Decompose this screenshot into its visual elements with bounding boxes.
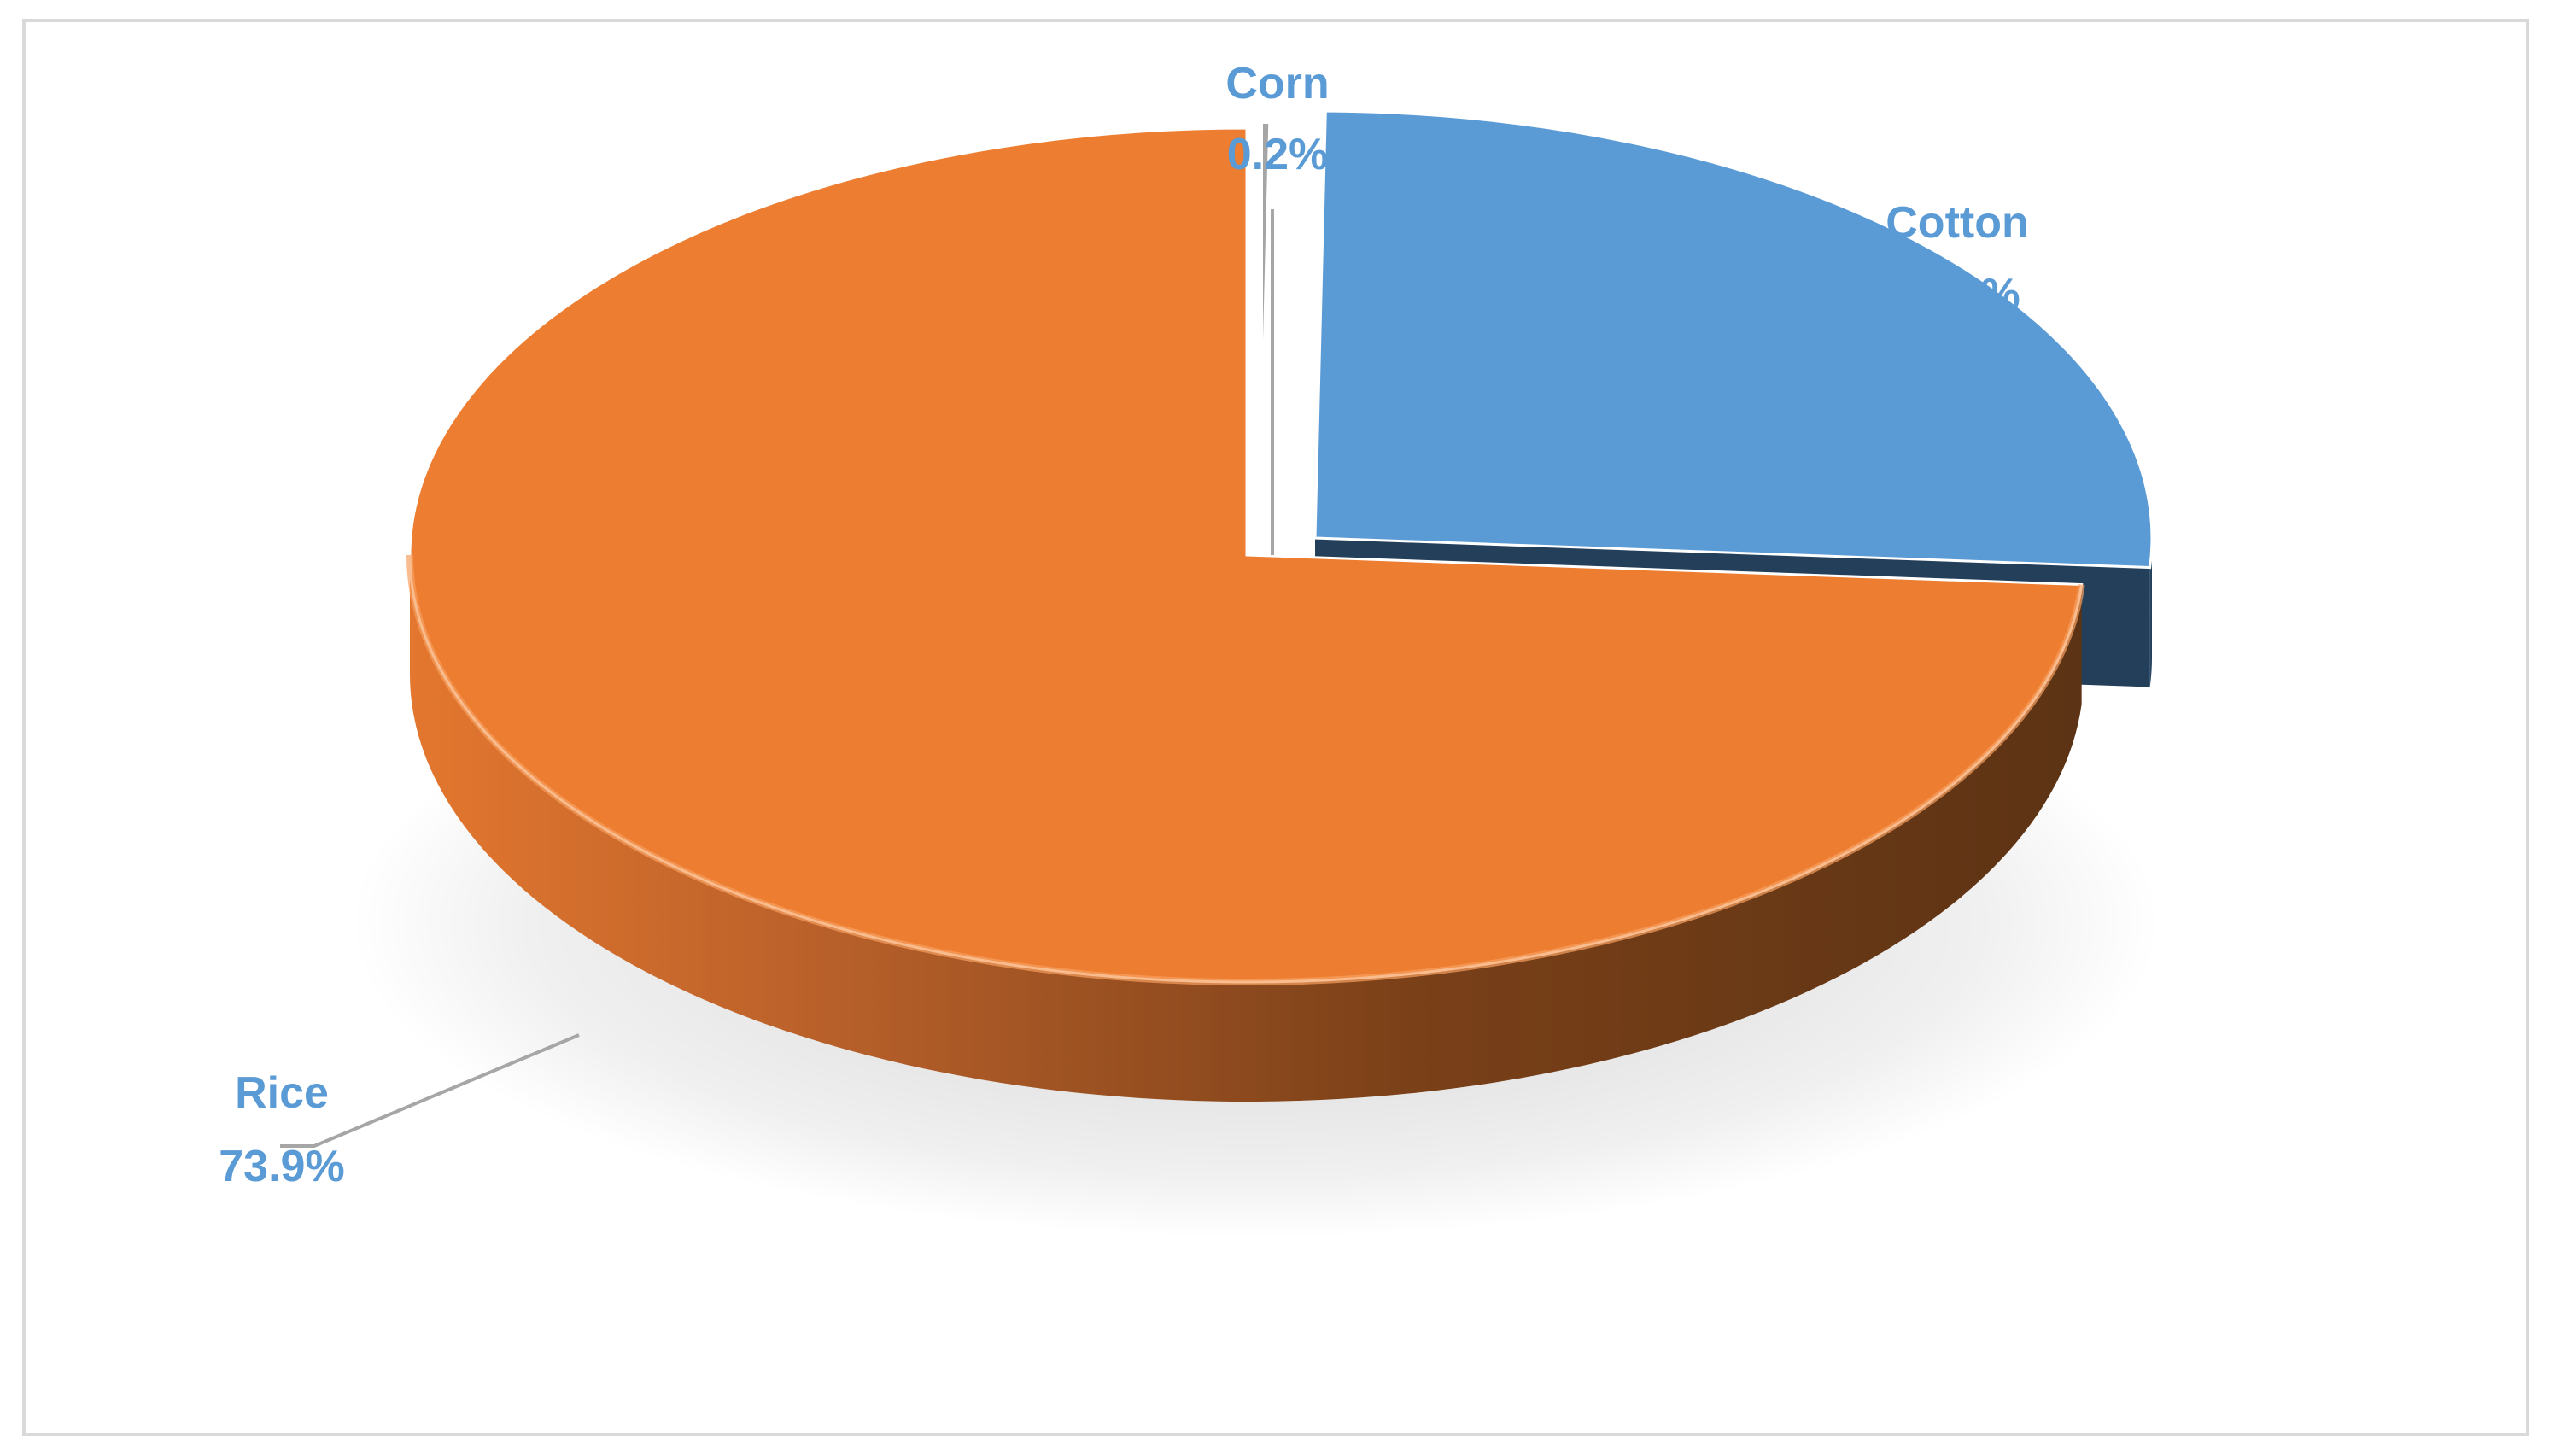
- leader-line-rice: [280, 1033, 580, 1148]
- data-label-rice-name: Rice: [235, 1068, 329, 1118]
- data-label-cotton-value: 25.9%: [1894, 270, 2020, 319]
- data-label-corn-value: 0.2%: [1227, 130, 1329, 179]
- data-label-corn-name: Corn: [1225, 59, 1329, 108]
- data-label-cotton-name: Cotton: [1886, 198, 2028, 248]
- pie-side-cotton: [2149, 538, 2152, 687]
- pie-slice-corn: [1258, 118, 1274, 549]
- pie-side-rice: [410, 555, 2082, 1102]
- pie-rim-highlight-rice: [406, 554, 2085, 985]
- pie-slice-cotton: [1313, 109, 2154, 570]
- data-label-rice-value: 73.9%: [219, 1142, 344, 1191]
